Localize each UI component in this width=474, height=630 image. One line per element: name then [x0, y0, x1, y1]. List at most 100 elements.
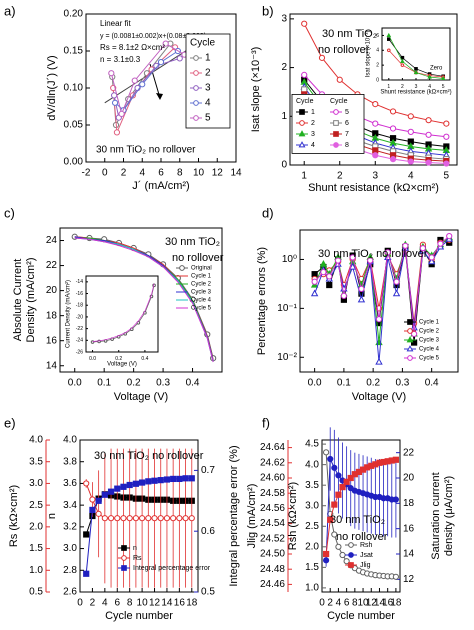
y3-tick-label: 24.50 [260, 549, 285, 560]
y-tick-label: 3 [281, 14, 287, 25]
x-axis-label: Voltage (V) [114, 391, 168, 403]
x-tick-label: 6 [114, 598, 120, 609]
y-axis-label: dV/dln(J´) (V) [46, 55, 58, 120]
marker [170, 515, 177, 522]
x-tick-label: 2 [327, 598, 333, 609]
marker [349, 254, 356, 261]
legend-label: 3 [205, 83, 211, 94]
x-tick-label: 8 [177, 168, 183, 179]
marker [121, 545, 127, 551]
marker [326, 273, 333, 280]
legend-label: Cycle 4 [191, 298, 212, 304]
marker [162, 40, 169, 47]
x-tick-label: 0.4 [141, 356, 148, 362]
x-tick-label: 2 [401, 84, 404, 90]
y2-axis-label: density (μA/cm²) [443, 476, 455, 556]
marker [407, 355, 413, 361]
panel-label: f) [262, 415, 270, 430]
annotation: 30 nm TiO₂ no rollover [318, 248, 428, 260]
x-axis-label: Shunt resistance (kΩ×cm²) [380, 90, 451, 96]
y-tick-label: 3.2 [63, 521, 77, 532]
marker [335, 543, 342, 550]
series-line [74, 237, 214, 363]
marker [101, 491, 108, 498]
y-tick-label: 2 [376, 62, 379, 68]
marker [392, 573, 399, 580]
y-tick-label: 10⁻² [277, 352, 297, 363]
y2-tick-label: 20 [403, 473, 415, 484]
marker [443, 160, 450, 167]
marker [120, 515, 127, 522]
marker [157, 515, 164, 522]
marker [176, 475, 183, 483]
legend-label: Cycle 4 [419, 347, 440, 353]
marker [113, 129, 121, 136]
y3-tick-label: 24.60 [260, 473, 285, 484]
y-tick-label: 2.6 [63, 587, 77, 598]
y3-tick-label: 24.64 [260, 442, 285, 453]
y-axis-label: Isat slope (×10⁻³) [366, 31, 372, 78]
y2-axis-label: Integral percentage error (%) [228, 445, 240, 586]
x-tick-label: 0.3 [156, 378, 170, 389]
x-tick-label: 12 [212, 168, 224, 179]
y-tick-label: 14 [46, 360, 58, 371]
marker [425, 117, 432, 124]
x-axis-label: Voltage (V) [107, 362, 137, 368]
x-tick-label: 14 [161, 598, 173, 609]
marker [310, 289, 319, 297]
legend-label: 5 [345, 109, 349, 116]
annotation: Linear fit [100, 19, 131, 28]
marker [425, 131, 432, 138]
y-axis-label: Rsh (kΩ×cm²) [287, 482, 299, 550]
y2-tick-label: 0.7 [201, 465, 215, 476]
x-tick-label: 0.0 [308, 378, 322, 389]
marker [163, 476, 171, 483]
marker [118, 110, 125, 118]
y-tick-label: 24 [46, 235, 58, 246]
annotation: y = (0.0081±0.002)x+(0.08±0.009) [100, 33, 206, 40]
marker [95, 497, 102, 504]
marker [343, 558, 350, 565]
marker [357, 295, 366, 303]
x-tick-label: 5 [444, 171, 450, 182]
marker [347, 474, 354, 482]
x-axis-label: Shunt resistance (kΩ×cm²) [308, 182, 439, 194]
marker [333, 120, 339, 126]
marker [443, 120, 450, 127]
marker [389, 156, 397, 163]
annotation: 30 nm TiO₂ no rollover [96, 145, 196, 156]
annotation: 30 nm TiO₂ no rollover [94, 450, 204, 462]
panel-label: d) [262, 205, 274, 220]
annotation: 30 nm TiO₂ [330, 514, 385, 526]
y-tick-label: 4.0 [63, 435, 77, 446]
legend-label: 3 [311, 131, 315, 138]
legend-label: 4 [205, 98, 211, 109]
marker [387, 48, 391, 53]
marker [126, 481, 133, 489]
marker [299, 109, 305, 115]
y3-tick-label: 24.62 [260, 457, 285, 468]
x-tick-label: 0.0 [68, 378, 82, 389]
x-tick-label: 2 [90, 598, 96, 609]
x-tick-label: 4 [336, 598, 342, 609]
y-tick-label: 0.20 [64, 9, 84, 20]
marker [339, 551, 346, 559]
marker [157, 59, 165, 66]
legend-title: Cycle [330, 98, 348, 105]
marker [163, 515, 171, 522]
marker [384, 249, 391, 256]
y3-tick-label: 1.0 [29, 565, 43, 576]
y-tick-label: 2.0 [305, 541, 319, 552]
plot-frame [289, 13, 458, 166]
x-tick-label: 16 [382, 598, 394, 609]
x-tick-label: 0.0 [89, 356, 96, 362]
y-tick-label: -16 [76, 291, 83, 297]
y-tick-label: 3.8 [63, 456, 77, 467]
x-tick-label: 0.2 [366, 378, 380, 389]
legend-label: Cycle 2 [419, 329, 440, 335]
x-tick-label: 0.2 [115, 356, 122, 362]
plot-frame [299, 229, 459, 373]
legend-title: Cycle [296, 98, 314, 105]
